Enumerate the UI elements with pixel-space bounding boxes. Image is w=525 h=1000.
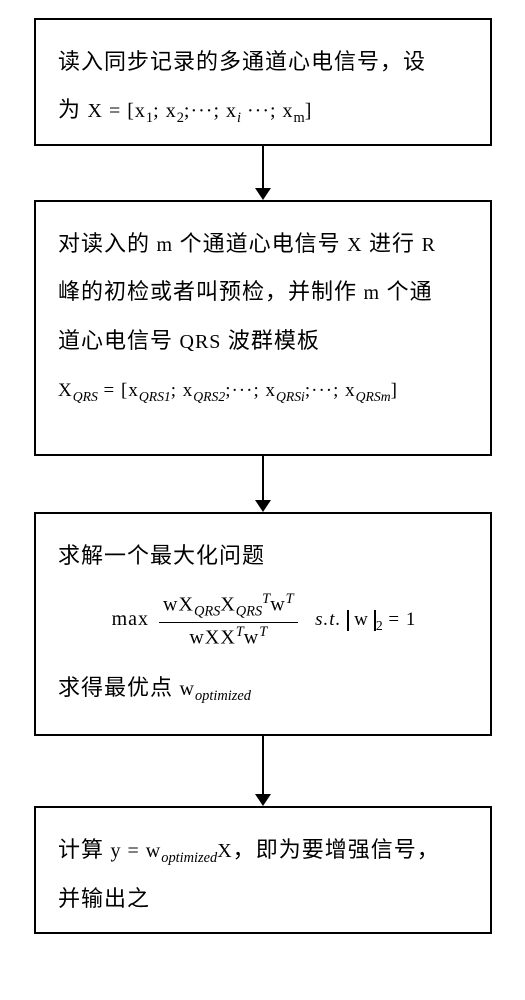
flow-node-n2: 对读入的 m 个通道心电信号 X 进行 R峰的初检或者叫预检，并制作 m 个通道… xyxy=(34,200,492,456)
cn-text: 即为要增强信号， xyxy=(256,837,440,862)
cn-text: 峰的初检或者叫预检 xyxy=(58,279,265,304)
cn-text: 计算 xyxy=(58,837,104,862)
cn-text: 为 xyxy=(58,97,81,122)
cn-text: ， xyxy=(233,837,256,862)
cn-text: 并输出之 xyxy=(58,886,150,911)
math-text: QRS xyxy=(180,331,222,353)
math-text: XQRS = [xQRS1; xQRS2;···; xQRSi;···; xQR… xyxy=(58,380,398,401)
math-text: s.t. w2 = 1 xyxy=(304,609,417,630)
cn-text: 并制作 xyxy=(288,279,357,304)
cn-text: 进行 xyxy=(369,231,415,256)
cn-text: 个通道心电信号 xyxy=(180,231,341,256)
cn-text: 个通 xyxy=(387,279,433,304)
cn-text: 求得最优点 xyxy=(58,675,173,700)
math-text: woptimized xyxy=(180,678,251,700)
flow-node-n3: 求解一个最大化问题maxwXQRSXQRSTwTwXXTwT s.t. w2 =… xyxy=(34,512,492,736)
cn-text: 对读入的 xyxy=(58,231,150,256)
math-text: X = [x1; x2;···; xi ···; xm] xyxy=(88,100,313,122)
math-text: R xyxy=(422,234,436,256)
cn-text: ， xyxy=(265,279,288,304)
math-text: wXQRSXQRSTwTwXXTwT xyxy=(153,608,304,630)
flow-node-n4: 计算 y = woptimizedX，即为要增强信号， 并输出之 xyxy=(34,806,492,934)
flow-node-n1: 读入同步记录的多通道心电信号，设为 X = [x1; x2;···; xi ··… xyxy=(34,18,492,146)
cn-text: 读入同步记录的多通道心电信号，设 xyxy=(58,49,426,74)
math-text: X xyxy=(347,234,362,256)
cn-text: 波群模板 xyxy=(228,328,320,353)
fraction: wXQRSXQRSTwTwXXTwT xyxy=(159,590,298,650)
cn-text: 求解一个最大化问题 xyxy=(58,543,265,568)
math-text: max xyxy=(112,608,149,630)
norm: w xyxy=(347,610,376,631)
cn-text: 道心电信号 xyxy=(58,328,173,353)
math-text: y = woptimizedX xyxy=(111,840,233,862)
math-text: m xyxy=(157,234,174,256)
math-text: m xyxy=(364,282,381,304)
